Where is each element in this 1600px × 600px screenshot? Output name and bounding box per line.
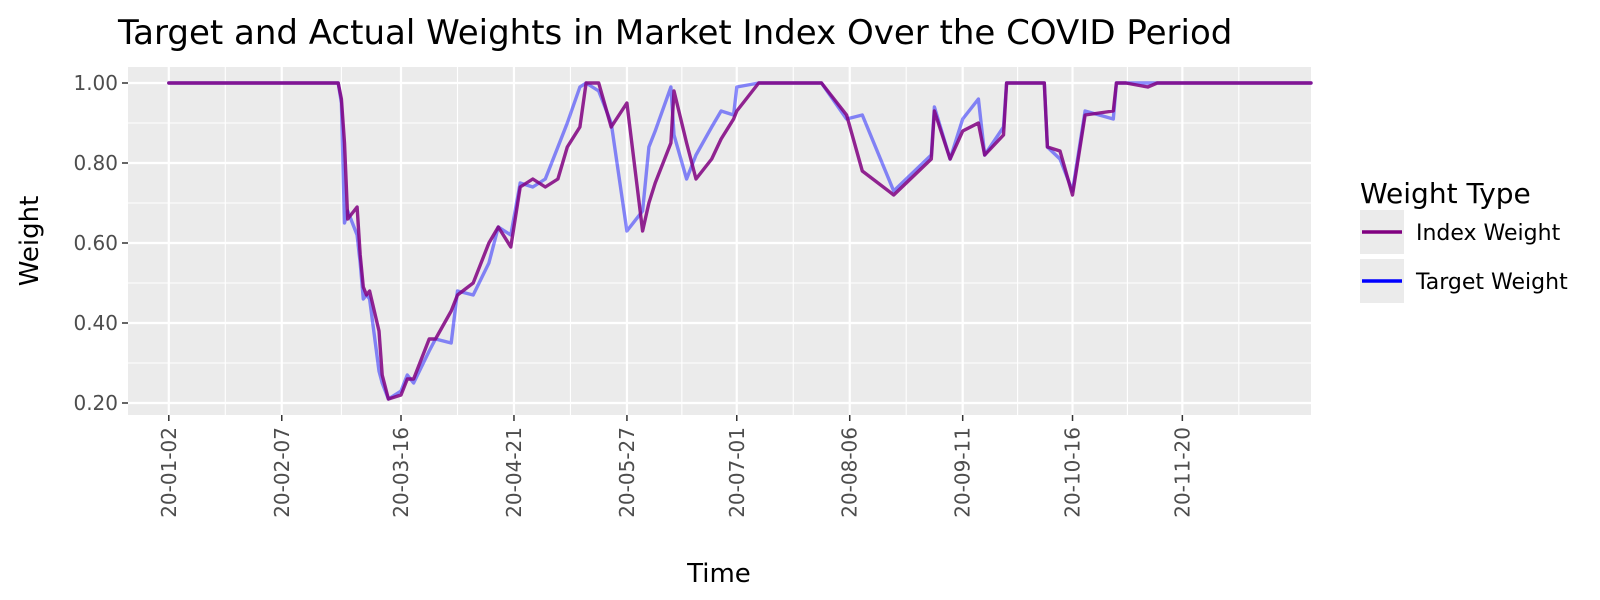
plot-panel [128,67,1311,415]
y-tick-label: 1.00 [73,71,118,95]
x-tick-label: 20-10-16 [1061,427,1085,518]
legend: Weight Type Index Weight Target Weight [1360,177,1568,303]
y-axis-title: Weight [15,196,45,287]
x-tick-label: 20-11-20 [1170,427,1194,518]
legend-label-target-weight: Target Weight [1415,270,1568,295]
x-tick-label: 20-03-16 [389,427,413,518]
x-tick-label: 20-07-01 [725,427,749,518]
legend-title: Weight Type [1360,177,1531,210]
x-axis-title: Time [686,559,751,589]
chart-title: Target and Actual Weights in Market Inde… [117,13,1232,53]
y-tick-label: 0.40 [73,311,118,335]
y-tick-label: 0.80 [73,151,118,175]
x-tick-label: 20-05-27 [615,427,639,518]
series-lines [167,81,1313,401]
x-axis: 20-01-02 20-02-07 20-03-16 20-04-21 20-05-27… [157,415,1194,518]
x-tick-label: 20-08-06 [838,427,862,518]
y-tick-label: 0.20 [73,391,118,415]
x-tick-label: 20-04-21 [502,427,526,518]
x-tick-label: 20-02-07 [270,427,294,518]
x-tick-label: 20-01-02 [157,427,181,518]
legend-label-index-weight: Index Weight [1416,221,1561,246]
index-weight-line [167,81,1313,401]
y-tick-label: 0.60 [73,231,118,255]
y-axis: 0.20 0.40 0.60 0.80 1.00 [73,71,128,415]
x-tick-label: 20-09-11 [951,427,975,518]
